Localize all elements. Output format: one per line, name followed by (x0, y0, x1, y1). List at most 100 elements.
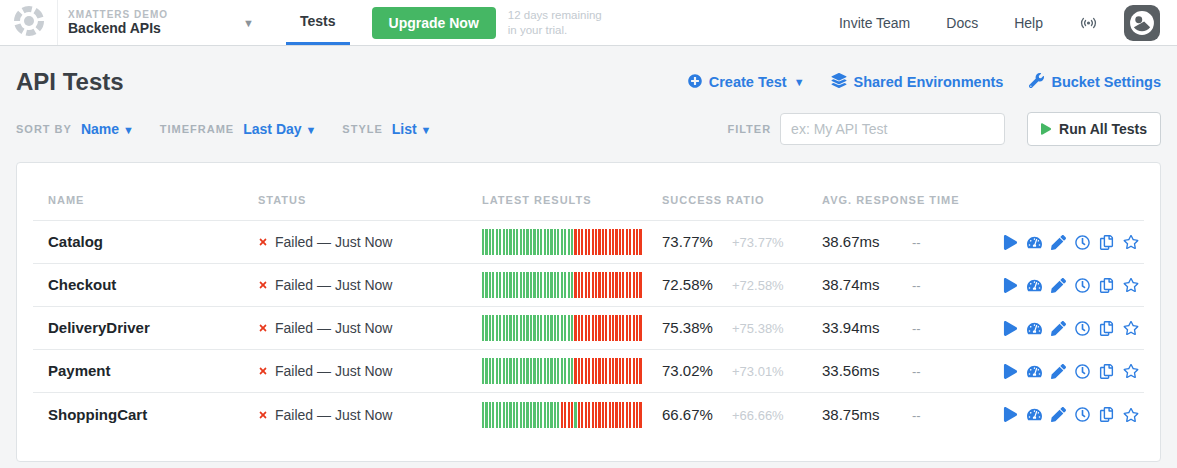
favorite-star-icon[interactable] (1123, 320, 1139, 336)
duplicate-copy-icon[interactable] (1099, 278, 1114, 293)
result-bar-fail (609, 358, 611, 384)
bucket-settings-link[interactable]: Bucket Settings (1029, 73, 1161, 91)
result-bar-fail (636, 402, 638, 428)
favorite-star-icon[interactable] (1123, 363, 1139, 379)
duplicate-copy-icon[interactable] (1099, 321, 1114, 336)
dashboard-gauge-icon[interactable] (1027, 407, 1042, 422)
result-bar-fail (578, 229, 580, 255)
result-bar-pass (499, 272, 501, 298)
result-bar-fail (639, 358, 641, 384)
test-name-link[interactable]: Payment (48, 362, 111, 379)
result-bar-pass (485, 358, 487, 384)
test-name-link[interactable]: Checkout (48, 276, 116, 293)
result-bar-fail (585, 315, 587, 341)
result-bar-fail (588, 229, 590, 255)
test-name-link[interactable]: DeliveryDriver (48, 319, 150, 336)
docs-link[interactable]: Docs (946, 15, 978, 31)
schedule-clock-icon[interactable] (1075, 407, 1090, 422)
schedule-clock-icon[interactable] (1075, 235, 1090, 250)
result-bar-pass (520, 315, 522, 341)
run-test-play-icon[interactable] (1003, 364, 1018, 379)
app-logo[interactable] (0, 0, 58, 45)
result-bar-pass (499, 358, 501, 384)
result-bar-fail (612, 402, 614, 428)
upgrade-now-button[interactable]: Upgrade Now (372, 7, 496, 39)
duplicate-copy-icon[interactable] (1099, 407, 1114, 422)
result-bar-fail (626, 315, 628, 341)
result-bar-fail (639, 229, 641, 255)
latest-results-sparkline[interactable] (482, 315, 642, 341)
edit-pencil-icon[interactable] (1051, 407, 1066, 422)
latest-results-sparkline[interactable] (482, 272, 642, 298)
col-avg-response-time: AVG. RESPONSE TIME (822, 194, 1144, 206)
run-test-play-icon[interactable] (1003, 321, 1018, 336)
avg-response-time-value: 38.67ms (822, 233, 912, 250)
schedule-clock-icon[interactable] (1075, 321, 1090, 336)
result-bar-fail (598, 402, 600, 428)
edit-pencil-icon[interactable] (1051, 278, 1066, 293)
edit-pencil-icon[interactable] (1051, 235, 1066, 250)
run-test-play-icon[interactable] (1003, 235, 1018, 250)
run-all-tests-button[interactable]: Run All Tests (1027, 112, 1161, 146)
favorite-star-icon[interactable] (1123, 234, 1139, 250)
col-success-ratio: SUCCESS RATIO (662, 194, 822, 206)
latest-results-sparkline[interactable] (482, 402, 642, 428)
favorite-star-icon[interactable] (1123, 407, 1139, 423)
result-bar-pass (489, 315, 491, 341)
result-bar-pass (557, 229, 559, 255)
result-bar-pass (496, 315, 498, 341)
schedule-clock-icon[interactable] (1075, 364, 1090, 379)
result-bar-fail (639, 315, 641, 341)
favorite-star-icon[interactable] (1123, 277, 1139, 293)
result-bar-fail (581, 315, 583, 341)
style-dropdown[interactable]: List ▼ (392, 121, 432, 137)
sort-by-dropdown[interactable]: Name ▼ (81, 121, 134, 137)
result-bar-pass (489, 402, 491, 428)
duplicate-copy-icon[interactable] (1099, 235, 1114, 250)
timeframe-dropdown[interactable]: Last Day ▼ (243, 121, 316, 137)
test-status: Failed — Just Now (258, 234, 482, 250)
run-test-play-icon[interactable] (1003, 407, 1018, 422)
latest-results-sparkline[interactable] (482, 229, 642, 255)
result-bar-pass (485, 229, 487, 255)
dashboard-gauge-icon[interactable] (1027, 321, 1042, 336)
filter-input[interactable] (780, 113, 1005, 145)
dashboard-gauge-icon[interactable] (1027, 235, 1042, 250)
broadcast-notifications-icon[interactable] (1079, 15, 1098, 31)
failed-x-icon (258, 363, 268, 379)
result-bar-fail (629, 229, 631, 255)
failed-x-icon (258, 320, 268, 336)
result-bar-pass (554, 315, 556, 341)
result-bar-fail (605, 402, 607, 428)
help-link[interactable]: Help (1014, 15, 1043, 31)
edit-pencil-icon[interactable] (1051, 364, 1066, 379)
test-name-link[interactable]: ShoppingCart (48, 406, 147, 423)
play-icon (1041, 123, 1051, 135)
schedule-clock-icon[interactable] (1075, 278, 1090, 293)
result-bar-pass (485, 402, 487, 428)
result-bar-pass (509, 358, 511, 384)
result-bar-fail (602, 272, 604, 298)
dashboard-gauge-icon[interactable] (1027, 278, 1042, 293)
avg-response-delta: -- (912, 321, 921, 336)
invite-team-link[interactable]: Invite Team (839, 15, 910, 31)
result-bar-fail (602, 229, 604, 255)
account-avatar[interactable] (1124, 5, 1160, 41)
test-name-link[interactable]: Catalog (48, 233, 103, 250)
bucket-selector[interactable]: XMATTERS DEMO Backend APIs ▼ (68, 9, 260, 37)
result-bar-fail (619, 229, 621, 255)
result-bar-pass (554, 272, 556, 298)
duplicate-copy-icon[interactable] (1099, 364, 1114, 379)
edit-pencil-icon[interactable] (1051, 321, 1066, 336)
tab-tests[interactable]: Tests (286, 0, 350, 45)
create-test-button[interactable]: Create Test ▼ (688, 74, 805, 91)
result-bar-pass (506, 315, 508, 341)
result-bar-pass (513, 402, 515, 428)
result-bar-pass (482, 315, 484, 341)
run-test-play-icon[interactable] (1003, 278, 1018, 293)
result-bar-pass (537, 315, 539, 341)
result-bar-fail (602, 402, 604, 428)
latest-results-sparkline[interactable] (482, 358, 642, 384)
dashboard-gauge-icon[interactable] (1027, 364, 1042, 379)
shared-environments-link[interactable]: Shared Environments (831, 73, 1004, 91)
